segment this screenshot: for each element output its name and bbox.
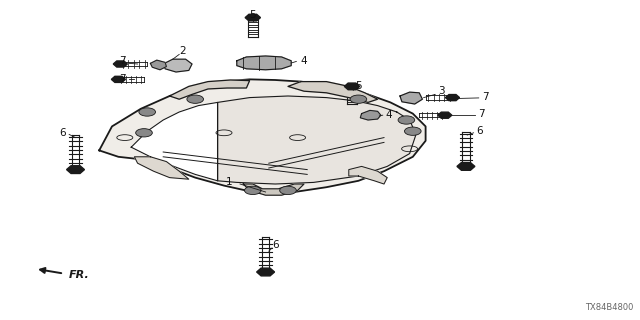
Polygon shape: [134, 157, 189, 179]
Text: 7: 7: [478, 108, 484, 119]
Text: 7: 7: [120, 56, 126, 67]
Polygon shape: [400, 92, 422, 104]
Circle shape: [280, 186, 296, 195]
Polygon shape: [243, 184, 304, 195]
Text: 4: 4: [301, 56, 307, 66]
Circle shape: [136, 129, 152, 137]
Text: 6: 6: [60, 128, 66, 138]
Text: 5: 5: [250, 10, 256, 20]
Text: 7: 7: [482, 92, 488, 102]
Polygon shape: [438, 112, 452, 118]
Text: 5: 5: [355, 81, 362, 91]
Circle shape: [350, 95, 367, 103]
Polygon shape: [349, 166, 387, 184]
Polygon shape: [111, 76, 125, 83]
Polygon shape: [257, 268, 275, 276]
Circle shape: [139, 108, 156, 116]
Polygon shape: [218, 96, 416, 184]
Polygon shape: [245, 14, 260, 21]
Polygon shape: [457, 163, 475, 170]
Circle shape: [398, 116, 415, 124]
Polygon shape: [131, 102, 218, 181]
Polygon shape: [288, 82, 378, 102]
Circle shape: [187, 95, 204, 103]
Circle shape: [244, 186, 261, 195]
Text: 3: 3: [438, 86, 445, 96]
Text: 4: 4: [386, 109, 392, 120]
Polygon shape: [99, 79, 426, 194]
Text: 2: 2: [179, 46, 186, 56]
Polygon shape: [170, 80, 250, 99]
Polygon shape: [445, 94, 460, 101]
Circle shape: [404, 127, 421, 135]
Polygon shape: [113, 61, 127, 67]
Polygon shape: [360, 110, 381, 120]
Text: 7: 7: [120, 74, 126, 84]
Polygon shape: [150, 60, 166, 70]
Text: FR.: FR.: [69, 269, 90, 280]
Text: 6: 6: [272, 240, 278, 250]
Polygon shape: [344, 83, 360, 90]
Text: TX84B4800: TX84B4800: [585, 303, 634, 312]
Text: 6: 6: [477, 125, 483, 136]
Text: 1: 1: [226, 177, 232, 188]
Polygon shape: [67, 166, 84, 173]
Polygon shape: [237, 56, 291, 70]
Polygon shape: [163, 59, 192, 72]
